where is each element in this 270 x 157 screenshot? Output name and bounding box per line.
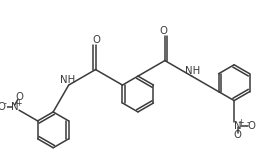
Text: O: O (159, 27, 167, 36)
Text: N: N (11, 102, 19, 112)
Text: O: O (247, 121, 255, 131)
Text: O: O (15, 92, 23, 102)
Text: -: - (4, 99, 7, 108)
Text: O: O (234, 130, 242, 140)
Text: NH: NH (60, 75, 75, 85)
Text: +: + (15, 99, 22, 108)
Text: +: + (238, 118, 244, 127)
Text: NH: NH (185, 66, 201, 76)
Text: O: O (0, 102, 5, 112)
Text: N: N (234, 121, 242, 131)
Text: -: - (247, 118, 250, 127)
Text: O: O (93, 35, 101, 45)
